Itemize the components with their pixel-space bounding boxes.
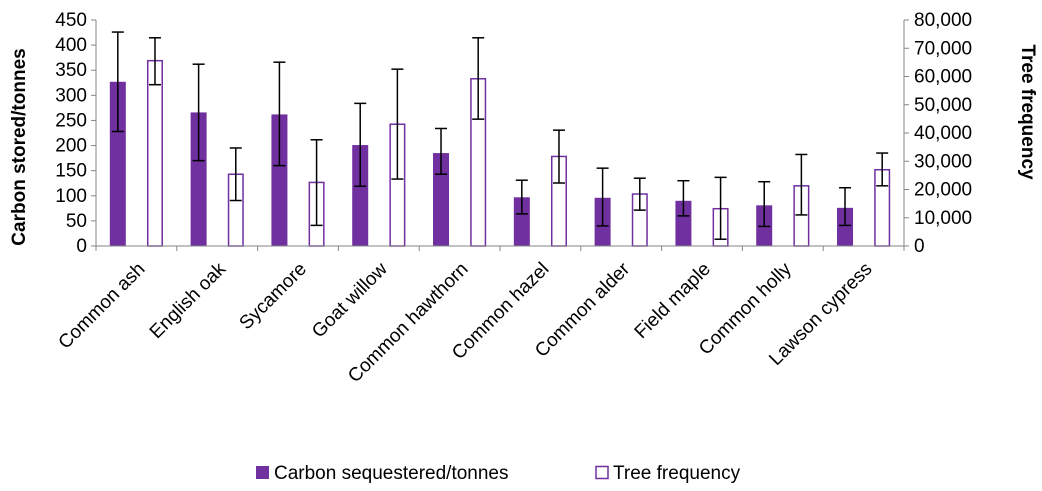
- carbon-bar: [513, 197, 530, 246]
- carbon-error-bar: [354, 102, 367, 187]
- right-tick-label: 50,000: [914, 95, 972, 116]
- carbon-bar: [352, 145, 369, 246]
- error-bars: [111, 31, 889, 240]
- carbon-error-bar: [515, 179, 528, 215]
- carbon-bar: [837, 207, 854, 246]
- carbon-error-bar: [839, 186, 852, 227]
- right-tick-label: 70,000: [914, 38, 972, 59]
- carbon-bar: [190, 112, 207, 246]
- category-label: Field maple: [631, 259, 715, 343]
- right-tick-label: 60,000: [914, 67, 972, 88]
- right-tick-label: 80,000: [914, 10, 972, 31]
- carbon-bar: [433, 153, 450, 246]
- legend-swatch-frequency: [595, 465, 609, 480]
- left-tick-label: 350: [55, 60, 87, 81]
- left-tick-label: 150: [55, 161, 87, 182]
- left-axis-ticks: 0 50 100 150 200 250 300 350 400 450: [55, 10, 96, 257]
- carbon-error-bar: [192, 63, 205, 162]
- left-tick-label: 450: [55, 10, 87, 31]
- carbon-error-bar: [596, 167, 609, 227]
- right-tick-label: 40,000: [914, 123, 972, 144]
- left-tick-label: 50: [66, 211, 87, 232]
- frequency-error-bar: [310, 139, 323, 227]
- frequency-error-bar: [876, 152, 889, 187]
- frequency-error-bar: [229, 147, 242, 202]
- carbon-error-bar: [677, 179, 690, 217]
- left-tick-label: 300: [55, 85, 87, 106]
- left-axis-title: Carbon stored/tonnes: [9, 48, 30, 245]
- category-label: Goat willow: [308, 258, 392, 342]
- frequency-error-bar: [391, 68, 404, 180]
- carbon-error-bar: [273, 61, 286, 167]
- legend-swatch-carbon: [256, 466, 269, 479]
- category-label: English oak: [146, 258, 231, 343]
- frequency-error-bar: [472, 37, 485, 120]
- right-tick-label: 10,000: [914, 208, 972, 229]
- frequency-error-bar: [633, 177, 646, 211]
- bar-series: [109, 59, 891, 247]
- axes: [95, 20, 905, 251]
- frequency-bar: [146, 59, 163, 247]
- right-tick-label: 0: [914, 236, 925, 257]
- left-tick-label: 100: [55, 186, 87, 207]
- carbon-bar: [109, 81, 126, 246]
- frequency-error-bar: [714, 176, 727, 240]
- category-label: Sycamore: [236, 259, 311, 334]
- category-label: Common ash: [55, 259, 150, 354]
- right-tick-label: 30,000: [914, 151, 972, 172]
- left-tick-label: 250: [55, 110, 87, 131]
- legend-label-carbon: Carbon sequestered/tonnes: [274, 463, 509, 484]
- right-tick-label: 20,000: [914, 180, 972, 201]
- left-tick-label: 400: [55, 35, 87, 56]
- carbon-error-bar: [758, 180, 771, 228]
- right-axis-title: Tree frequency: [1017, 44, 1038, 180]
- frequency-error-bar: [795, 153, 808, 216]
- carbon-bar: [675, 200, 692, 246]
- left-tick-label: 200: [55, 136, 87, 157]
- frequency-error-bar: [148, 37, 161, 86]
- legend-label-frequency: Tree frequency: [613, 463, 741, 484]
- carbon-error-bar: [111, 31, 124, 133]
- carbon-error-bar: [435, 127, 448, 175]
- right-axis-ticks: 0 10,000 20,000 30,000 40,000 50,000 60,000 70,…: [904, 10, 972, 257]
- frequency-error-bar: [552, 129, 565, 184]
- left-tick-label: 0: [76, 236, 87, 257]
- carbon-bar: [271, 114, 288, 246]
- legend: Carbon sequestered/tonnes Tree frequency: [256, 463, 741, 484]
